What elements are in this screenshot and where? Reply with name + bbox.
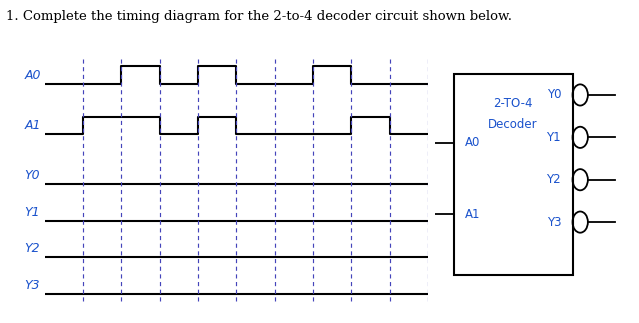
Text: Decoder: Decoder <box>488 118 538 130</box>
Text: Y2: Y2 <box>546 173 561 186</box>
Text: Y1: Y1 <box>546 131 561 144</box>
Text: A1: A1 <box>465 208 481 221</box>
Bar <box>454 74 573 275</box>
Text: 2-TO-4: 2-TO-4 <box>493 98 533 110</box>
Text: Y1: Y1 <box>24 206 40 219</box>
Text: A1: A1 <box>24 119 41 132</box>
Text: Y0: Y0 <box>546 89 561 101</box>
Text: Y3: Y3 <box>546 215 561 229</box>
Text: Y0: Y0 <box>24 169 40 182</box>
Text: Y3: Y3 <box>24 279 40 292</box>
Text: 1. Complete the timing diagram for the 2-to-4 decoder circuit shown below.: 1. Complete the timing diagram for the 2… <box>6 10 512 23</box>
Text: A0: A0 <box>465 136 481 149</box>
Text: A0: A0 <box>24 69 41 82</box>
Text: Y2: Y2 <box>24 242 40 255</box>
